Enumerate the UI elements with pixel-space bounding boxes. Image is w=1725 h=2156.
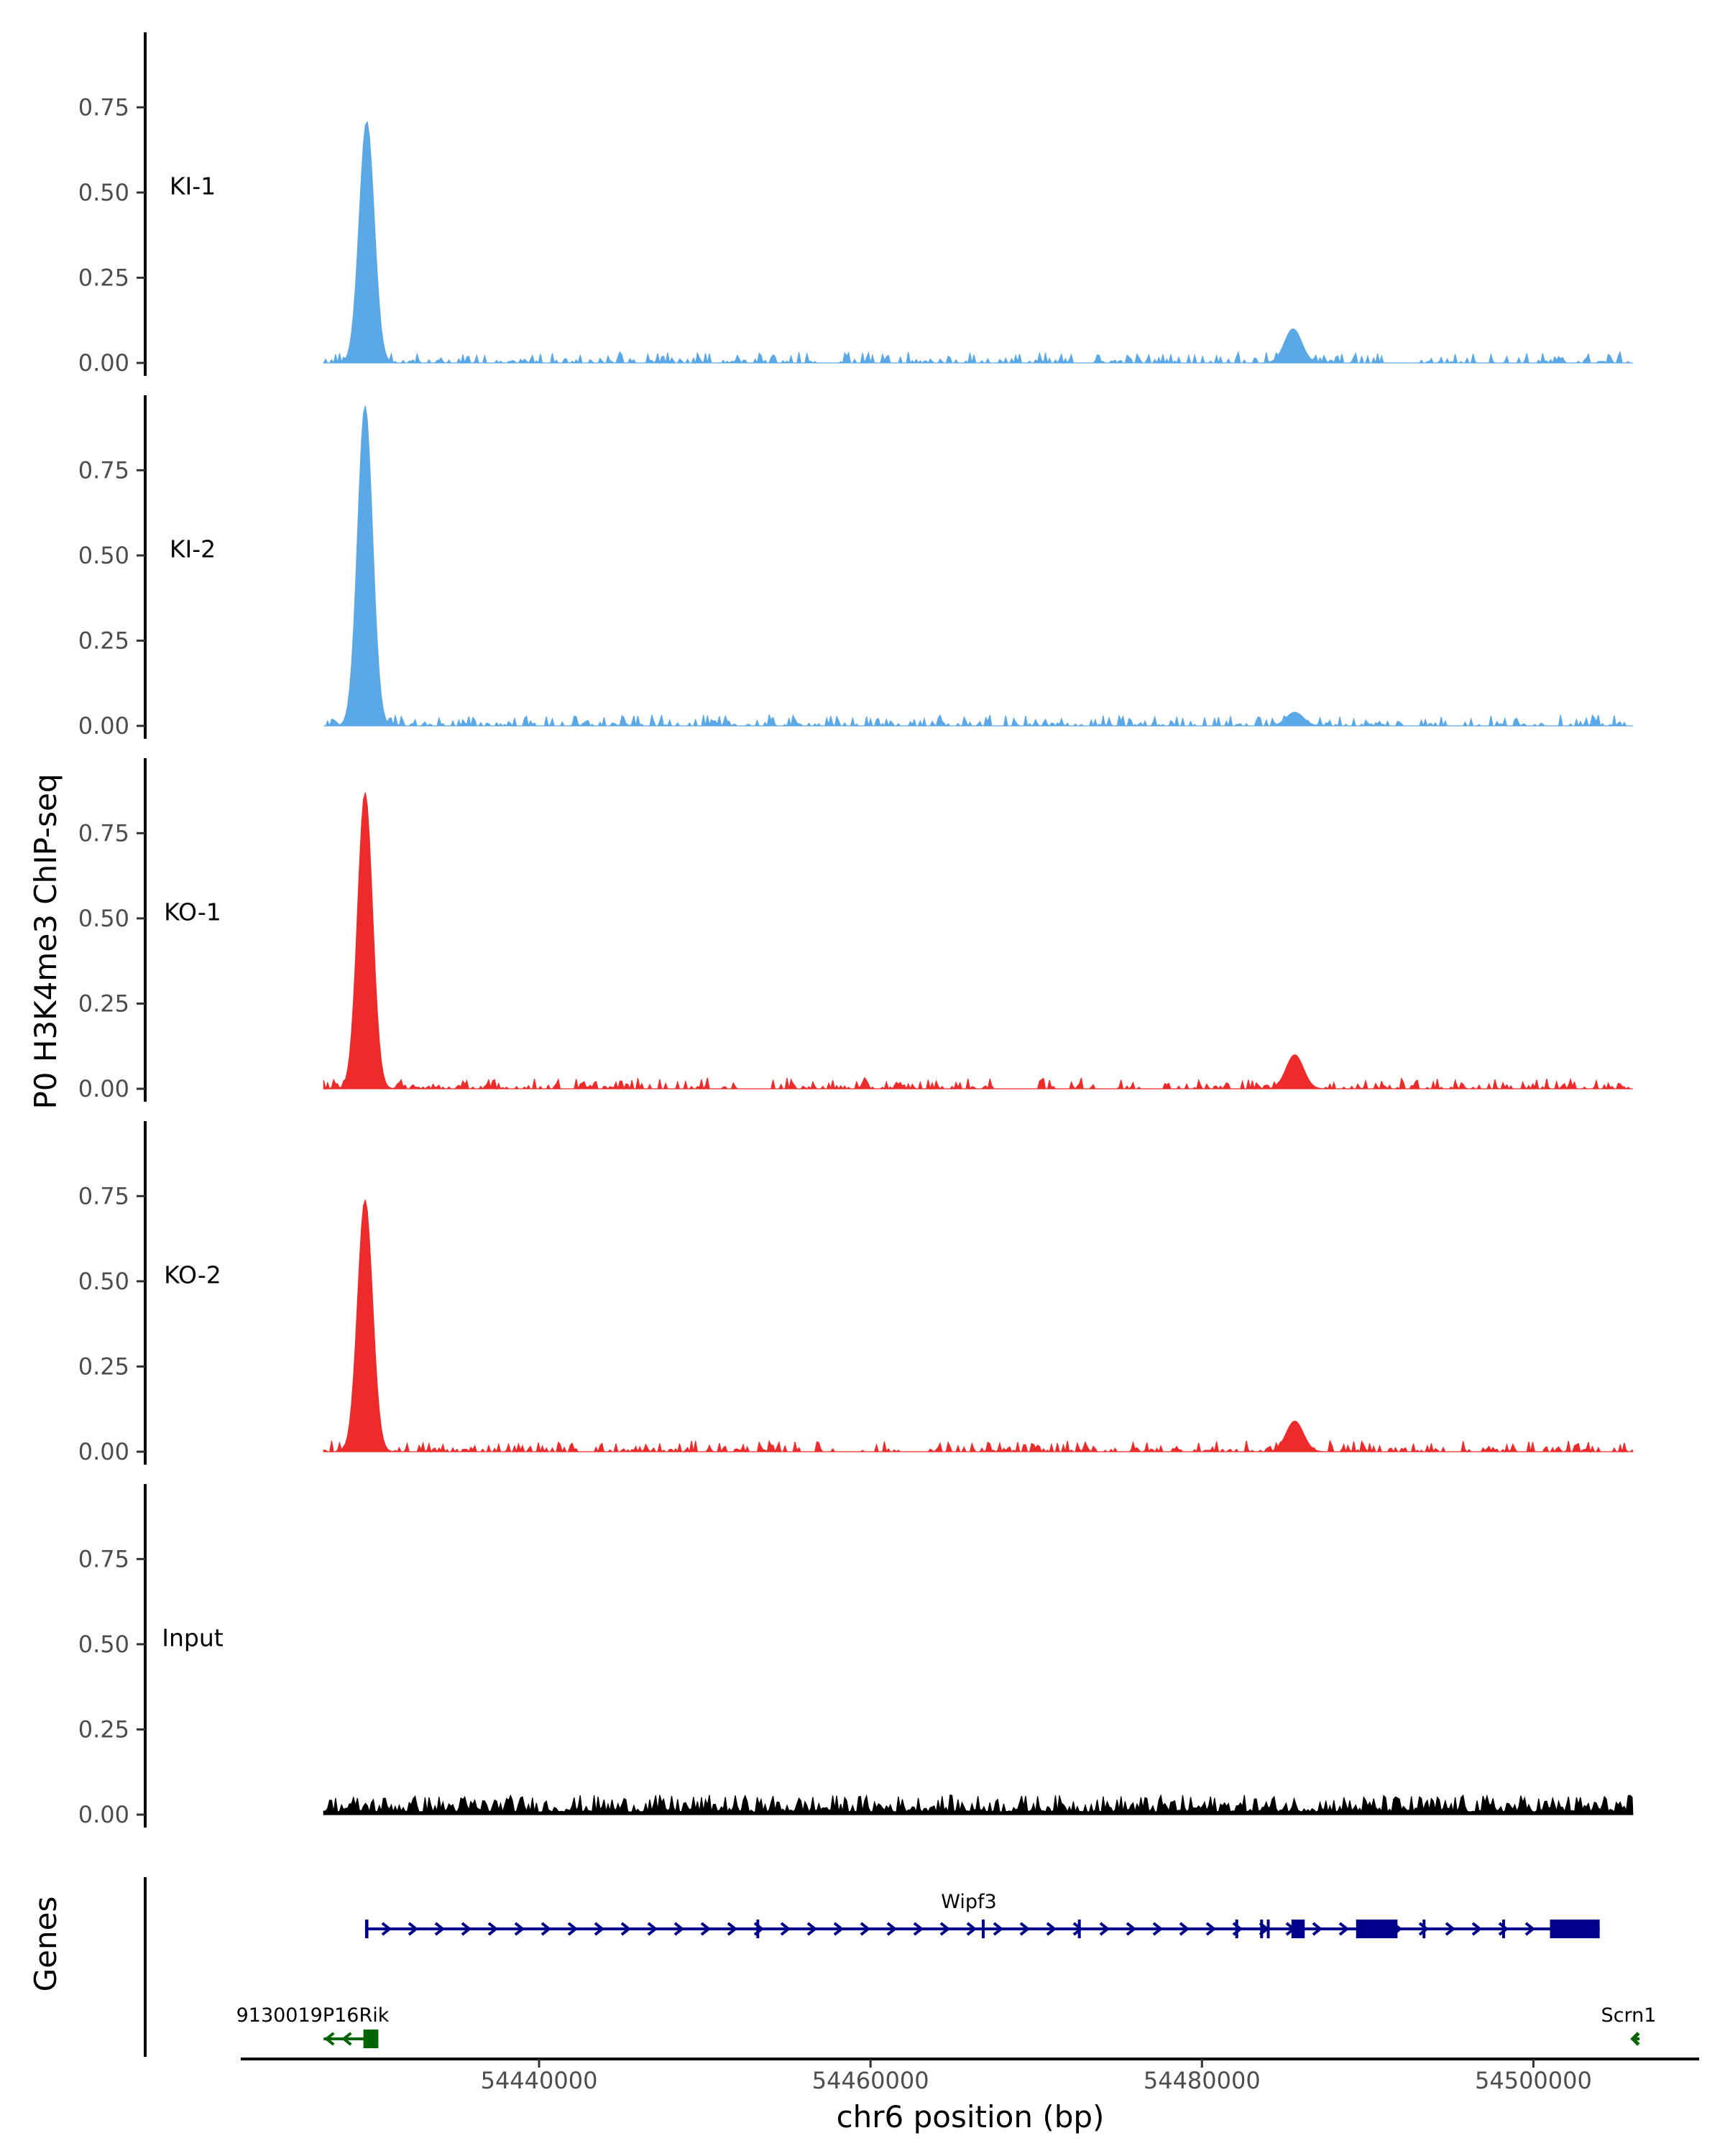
y-tick-label: 0.50 — [78, 1631, 129, 1658]
y-tick-label: 0.00 — [78, 349, 129, 377]
strand-chevron — [860, 1922, 871, 1936]
strand-chevron — [1205, 1922, 1217, 1936]
exon-block — [1291, 1920, 1305, 1938]
strand-chevron — [434, 1922, 446, 1936]
strand-chevron — [1046, 1922, 1057, 1936]
strand-chevron — [381, 1922, 392, 1936]
strand-chevron — [1471, 1922, 1483, 1936]
y-tick-label: 0.25 — [78, 627, 129, 654]
y-tick-label: 0.75 — [78, 819, 129, 847]
strand-chevron — [1418, 1922, 1430, 1936]
y-tick-label: 0.00 — [78, 1801, 129, 1828]
y-tick-label: 0.50 — [78, 542, 129, 569]
signal-area-input — [323, 1794, 1634, 1815]
exon-block — [1356, 1920, 1398, 1938]
strand-chevron — [886, 1922, 898, 1936]
signal-area-ko-2 — [323, 1199, 1634, 1454]
y-tick-label: 0.00 — [78, 1075, 129, 1102]
strand-chevron — [1312, 1922, 1323, 1936]
gene-name-label: Scrn1 — [1601, 2004, 1657, 2027]
strand-chevron — [1019, 1922, 1031, 1936]
strand-chevron — [1099, 1922, 1110, 1936]
strand-chevron — [673, 1922, 685, 1936]
strand-chevron — [727, 1922, 738, 1936]
strand-chevron — [1524, 1922, 1536, 1936]
strand-chevron — [408, 1922, 419, 1936]
track-input: 0.00 0.25 0.50 0.75 Input — [78, 1484, 1634, 1828]
y-tick-label: 0.50 — [78, 1268, 129, 1295]
y-tick-label: 0.00 — [78, 1438, 129, 1465]
track-ko-1: 0.00 0.25 0.50 0.75 KO-1 — [78, 758, 1633, 1102]
strand-chevron — [594, 1922, 605, 1936]
track-label: Input — [162, 1623, 224, 1651]
y-tick-label: 0.00 — [78, 712, 129, 740]
y-tick-label: 0.75 — [78, 456, 129, 484]
x-tick-label: 54500000 — [1475, 2067, 1592, 2094]
y-tick-label: 0.25 — [78, 1715, 129, 1743]
gene-wipf3: Wipf3 — [364, 1891, 1600, 1938]
genes-panel-label: Genes — [28, 1897, 63, 1992]
gene-name-label: Wipf3 — [941, 1891, 996, 1913]
exon-block — [363, 2030, 379, 2048]
strand-chevron — [341, 2032, 352, 2046]
strand-chevron — [913, 1922, 924, 1936]
strand-chevron — [1179, 1922, 1190, 1936]
strand-chevron — [567, 1922, 579, 1936]
y-axis-title: P0 H3K4me3 ChIP-seq — [28, 773, 63, 1109]
strand-chevron — [833, 1922, 845, 1936]
gene-9130019p16rik: 9130019P16Rik — [236, 2004, 390, 2048]
strand-chevron — [966, 1922, 978, 1936]
strand-chevron — [1126, 1922, 1137, 1936]
track-label: KI-1 — [170, 172, 216, 200]
strand-chevron — [700, 1922, 712, 1936]
exon-block — [1550, 1920, 1600, 1938]
track-label: KO-2 — [164, 1261, 221, 1289]
strand-chevron — [514, 1922, 525, 1936]
genes-layer: Wipf3 9130019P16Rik Scrn1 — [144, 1877, 1657, 2057]
track-label: KI-2 — [170, 535, 216, 563]
strand-chevron — [1498, 1922, 1509, 1936]
gene-name-label: 9130019P16Rik — [236, 2004, 390, 2027]
strand-chevron — [1338, 1922, 1350, 1936]
strand-chevron — [620, 1922, 632, 1936]
y-tick-label: 0.75 — [78, 1182, 129, 1210]
strand-chevron — [806, 1922, 818, 1936]
strand-chevron — [1152, 1922, 1164, 1936]
strand-chevron — [939, 1922, 951, 1936]
track-ki-2: 0.00 0.25 0.50 0.75 KI-2 — [78, 395, 1633, 740]
y-tick-label: 0.25 — [78, 1353, 129, 1380]
strand-chevron — [780, 1922, 791, 1936]
x-tick-label: 54460000 — [812, 2067, 929, 2094]
track-label: KO-1 — [164, 898, 221, 926]
y-tick-label: 0.75 — [78, 93, 129, 121]
strand-chevron — [1630, 2032, 1640, 2046]
strand-chevron — [461, 1922, 472, 1936]
strand-chevron — [1445, 1922, 1456, 1936]
tracks-layer: 0.00 0.25 0.50 0.75 KI-1 0.00 0.25 0.50 0.75 KI-2… — [78, 32, 1634, 1828]
y-tick-label: 0.75 — [78, 1545, 129, 1572]
strand-chevron — [993, 1922, 1004, 1936]
signal-area-ko-1 — [323, 792, 1633, 1091]
y-tick-label: 0.25 — [78, 990, 129, 1017]
track-ko-2: 0.00 0.25 0.50 0.75 KO-2 — [78, 1121, 1634, 1465]
strand-chevron — [1072, 1922, 1084, 1936]
x-axis-title: chr6 position (bp) — [837, 2099, 1105, 2134]
x-tick-label: 54440000 — [481, 2067, 598, 2094]
y-tick-label: 0.50 — [78, 905, 129, 932]
strand-chevron — [324, 2032, 335, 2046]
signal-area-ki-1 — [323, 121, 1633, 365]
x-tick-label: 54480000 — [1144, 2067, 1261, 2094]
strand-chevron — [647, 1922, 658, 1936]
gene-scrn1: Scrn1 — [1601, 2004, 1657, 2046]
y-tick-label: 0.25 — [78, 264, 129, 291]
strand-chevron — [540, 1922, 552, 1936]
strand-chevron — [487, 1922, 499, 1936]
x-axis: 54440000 54460000 54480000 54500000 — [241, 2058, 1699, 2094]
track-ki-1: 0.00 0.25 0.50 0.75 KI-1 — [78, 32, 1633, 377]
signal-area-ki-2 — [323, 405, 1633, 728]
exon-block — [364, 1920, 369, 1938]
y-tick-label: 0.50 — [78, 179, 129, 206]
